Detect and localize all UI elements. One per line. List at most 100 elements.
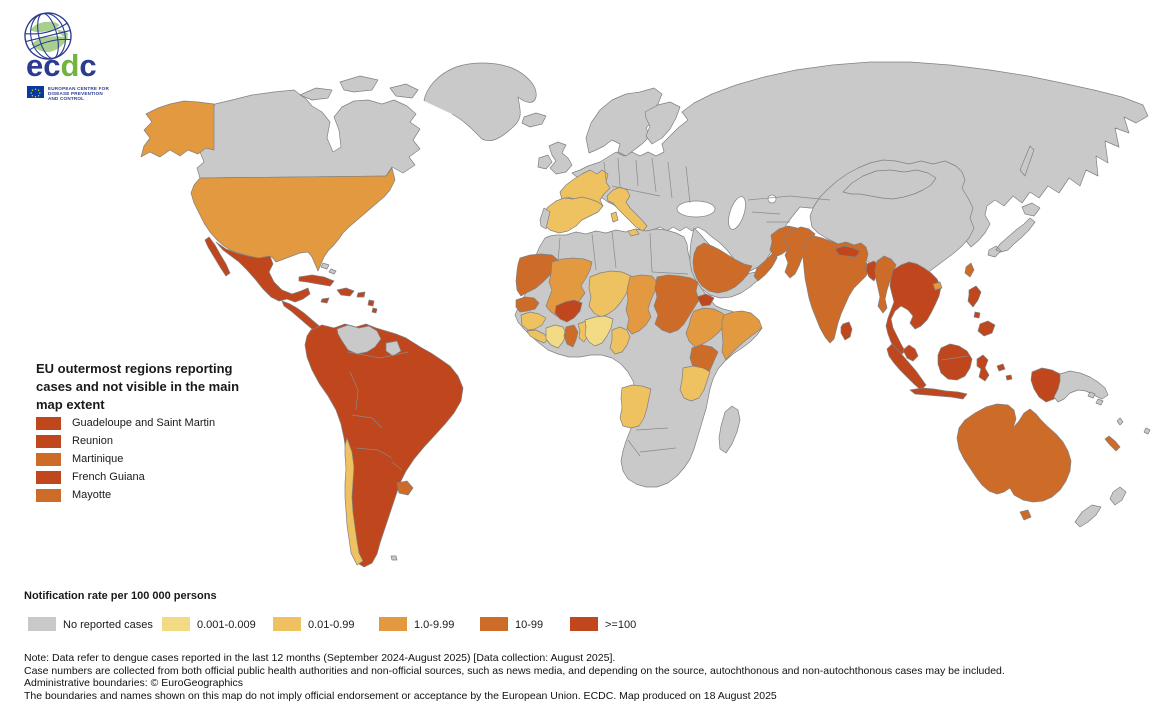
legend-item-mayotte: Mayotte xyxy=(36,486,246,504)
ecdc-logo: ecdc EUROPEAN CENTRE FOR DISEASE PREVENT… xyxy=(18,10,138,105)
map-region-hispaniola xyxy=(336,287,355,297)
map-region-moluccas xyxy=(996,363,1013,381)
map-region-madagascar xyxy=(718,405,741,454)
eu-flag-icon xyxy=(27,86,44,98)
map-region-italy xyxy=(606,186,648,237)
map-region-nepal xyxy=(834,245,861,258)
map-region-java xyxy=(909,387,968,400)
map-region-ghana xyxy=(563,324,579,348)
footer-line-1: Note: Data refer to dengue cases reporte… xyxy=(24,652,616,664)
map-region-senegal xyxy=(515,296,540,313)
footer-notes: Note: Data refer to dengue cases reporte… xyxy=(24,652,1005,702)
map-region-ireland xyxy=(537,154,553,170)
map-region-suriname xyxy=(385,340,402,357)
footer-line-2: Case numbers are collected from both off… xyxy=(24,664,1005,677)
map-region-falkland-islands xyxy=(390,555,398,561)
map-region-india xyxy=(802,235,871,344)
map-region-myanmar xyxy=(874,255,897,314)
map-region-cuba xyxy=(298,274,335,287)
map-region-sakhalin xyxy=(1019,145,1035,177)
map-region-japan xyxy=(987,202,1041,258)
outermost-regions-legend: EU outermost regions reporting cases and… xyxy=(36,360,246,504)
black-sea xyxy=(676,200,716,218)
color-swatch xyxy=(480,617,508,631)
color-swatch xyxy=(28,617,56,631)
map-region-guinea xyxy=(520,311,547,331)
legend-item-reunion: Reunion xyxy=(36,432,246,450)
caspian-sea xyxy=(728,196,746,230)
footer-line-3: Administrative boundaries: © EuroGeograp… xyxy=(24,677,244,689)
color-swatch xyxy=(36,452,61,466)
map-region-mauritania xyxy=(515,253,559,297)
color-swatch xyxy=(36,434,61,448)
map-region-eritrea xyxy=(696,293,715,307)
map-region-tanzania xyxy=(679,365,711,402)
map-region-united-kingdom xyxy=(548,141,573,175)
map-region-portugal xyxy=(539,207,551,230)
map-region-sierra-leone-liberia xyxy=(526,329,550,344)
legend-item-martinique: Martinique xyxy=(36,450,246,468)
map-region-spain xyxy=(541,196,604,234)
map-region-finland xyxy=(644,101,681,145)
map-region-sri-lanka xyxy=(840,321,853,341)
map-region-usa xyxy=(190,167,396,272)
map-region-borneo xyxy=(937,343,973,381)
map-region-burkina-faso xyxy=(554,299,583,323)
map-region-philippines xyxy=(967,285,996,337)
legend-item-guadeloupe: Guadeloupe and Saint Martin xyxy=(36,414,246,432)
map-region-sulawesi xyxy=(976,354,990,382)
map-region-nigeria xyxy=(584,315,614,347)
legend-item-french-guiana: French Guiana xyxy=(36,468,246,486)
ecdc-org-line-1: EUROPEAN CENTRE FOR xyxy=(48,86,109,91)
map-region-arctic-islands xyxy=(299,75,419,101)
map-region-greenland xyxy=(423,62,537,142)
map-region-tasmania xyxy=(1019,509,1032,521)
ecdc-globe-icon xyxy=(24,12,72,60)
map-region-canada xyxy=(196,89,421,179)
map-region-venezuela xyxy=(336,324,382,355)
map-region-alaska xyxy=(140,100,215,158)
map-region-angola xyxy=(619,384,652,429)
map-region-bahamas xyxy=(320,262,337,275)
map-region-ethiopia xyxy=(685,307,730,348)
map-region-saudi-arabia xyxy=(692,242,753,294)
map-region-uruguay xyxy=(396,480,414,496)
map-region-ivory-coast xyxy=(545,324,567,349)
color-swatch xyxy=(570,617,598,631)
map-region-south-america xyxy=(304,323,464,568)
map-region-niger xyxy=(588,270,632,318)
ecdc-wordmark: ecdc xyxy=(26,48,97,83)
color-swatch xyxy=(36,470,61,484)
footer-line-4: The boundaries and names shown on this m… xyxy=(24,689,777,702)
color-swatch xyxy=(162,617,190,631)
map-region-taiwan xyxy=(964,262,975,278)
map-region-chad xyxy=(625,274,658,335)
map-region-jamaica xyxy=(320,297,330,304)
internal-borders xyxy=(347,157,969,471)
map-region-mongolia xyxy=(842,169,937,200)
color-swatch xyxy=(379,617,407,631)
map-region-sudan xyxy=(653,274,700,334)
map-region-cameroon xyxy=(609,326,631,355)
color-swatch xyxy=(273,617,301,631)
color-swatch xyxy=(36,416,61,430)
map-region-australia xyxy=(956,403,1072,503)
rate-legend-title: Notification rate per 100 000 persons xyxy=(24,590,217,602)
map-region-new-zealand xyxy=(1074,486,1127,528)
aral-sea xyxy=(767,194,777,204)
map-region-hainan xyxy=(932,281,943,291)
ecdc-org-line-3: AND CONTROL xyxy=(48,96,85,101)
ecdc-org-line-2: DISEASE PREVENTION xyxy=(48,91,103,96)
map-region-papua-new-guinea xyxy=(1053,370,1109,403)
map-region-indochina xyxy=(885,261,942,356)
map-region-lesser-antilles xyxy=(356,291,378,314)
map-region-mexico xyxy=(204,236,311,303)
color-swatch xyxy=(36,488,61,502)
map-region-somalia xyxy=(721,310,763,361)
map-region-pacific-islands xyxy=(1087,391,1151,435)
map-region-chile xyxy=(344,437,364,566)
map-region-new-caledonia xyxy=(1104,435,1121,452)
map-region-malaysia xyxy=(902,344,919,362)
